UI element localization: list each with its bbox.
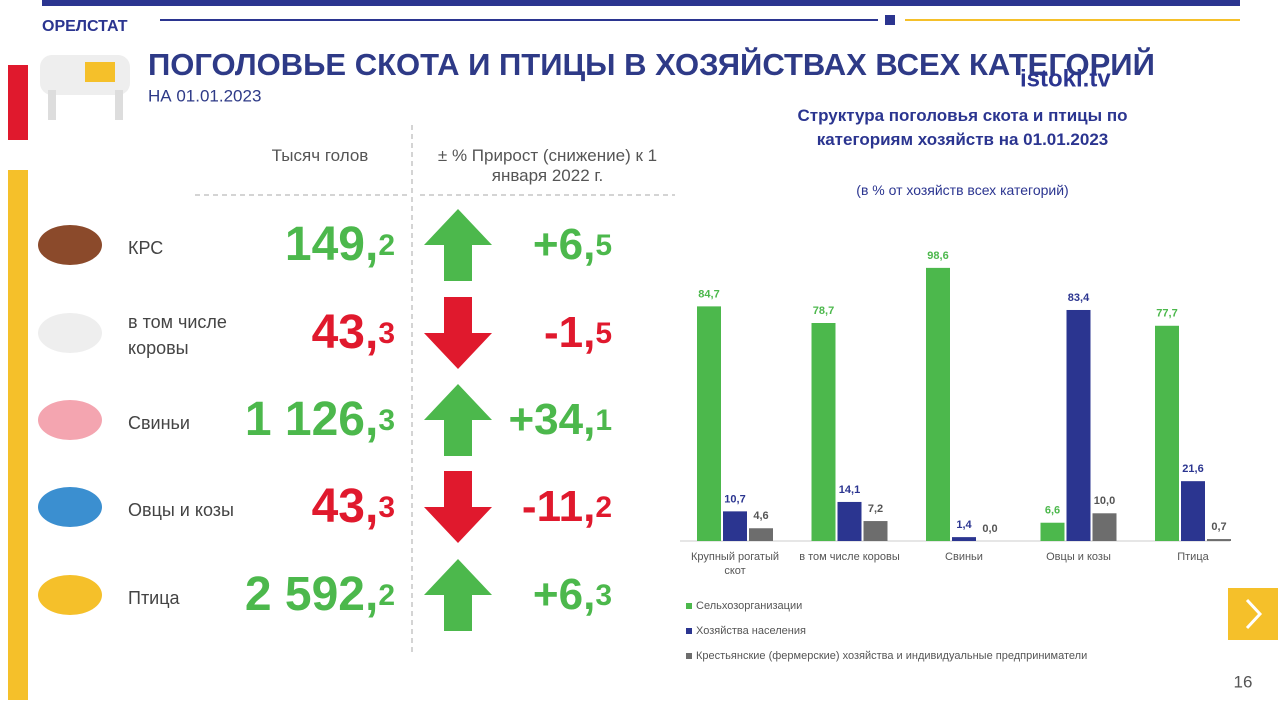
x-tick-label: в том числе коровы bbox=[799, 551, 900, 563]
column-header: Тысяч голов bbox=[271, 146, 369, 165]
row-change: +6,5 bbox=[533, 220, 612, 269]
data-label: 83,4 bbox=[1068, 292, 1090, 304]
bar bbox=[952, 537, 976, 541]
trend-arrow bbox=[424, 209, 492, 281]
bar bbox=[1155, 325, 1179, 541]
trend-arrow bbox=[424, 559, 492, 631]
bar bbox=[723, 511, 747, 541]
bar bbox=[697, 306, 721, 541]
bar bbox=[1181, 481, 1205, 541]
data-label: 6,6 bbox=[1045, 505, 1060, 517]
row-value: 1 126,3 bbox=[245, 393, 395, 446]
row-label: КРС bbox=[128, 238, 164, 258]
legend-label: Крестьянские (фермерские) хозяйства и ин… bbox=[696, 650, 1087, 662]
data-label: 77,7 bbox=[1156, 308, 1177, 320]
icon-body bbox=[38, 225, 102, 265]
data-label: 10,7 bbox=[724, 493, 745, 505]
bar bbox=[863, 521, 888, 541]
animal-icon bbox=[38, 313, 102, 353]
x-tick-label: Птица bbox=[1177, 551, 1209, 563]
bar bbox=[749, 528, 773, 541]
column-header: ± % Прирост (снижение) к 1 января 2022 г… bbox=[437, 146, 658, 185]
animal-icon bbox=[38, 575, 102, 615]
subtitle: НА 01.01.2023 bbox=[148, 86, 261, 105]
row-change: +34,1 bbox=[508, 395, 612, 444]
next-button[interactable] bbox=[1228, 588, 1278, 640]
row-change: -11,2 bbox=[522, 482, 612, 531]
row-change: +6,3 bbox=[533, 570, 612, 619]
legend-label: Сельхозорганизации bbox=[696, 600, 802, 612]
bar bbox=[1040, 522, 1065, 541]
rule-square bbox=[885, 15, 895, 25]
animal-icon bbox=[38, 487, 102, 527]
chart-subtitle: (в % от хозяйств всех категорий) bbox=[856, 182, 1069, 198]
data-label: 10,0 bbox=[1094, 495, 1115, 507]
data-label: 21,6 bbox=[1182, 463, 1203, 475]
row-value: 43,3 bbox=[312, 480, 395, 533]
bar bbox=[837, 501, 862, 541]
row-label: Овцы и козы bbox=[128, 500, 234, 520]
data-label: 0,7 bbox=[1211, 521, 1226, 533]
title: ПОГОЛОВЬЕ СКОТА И ПТИЦЫ В ХОЗЯЙСТВАХ ВСЕ… bbox=[148, 46, 1155, 82]
data-label: 98,6 bbox=[927, 250, 948, 262]
top-bar bbox=[42, 0, 1240, 6]
icon-body bbox=[38, 487, 102, 527]
page-number: 16 bbox=[1234, 672, 1253, 691]
data-label: 0,0 bbox=[982, 523, 997, 535]
next-chevron bbox=[1245, 598, 1263, 630]
legend-swatch bbox=[686, 628, 692, 634]
legend-label: Хозяйства населения bbox=[696, 625, 806, 637]
icon-body bbox=[38, 400, 102, 440]
animal-icon bbox=[38, 225, 102, 265]
x-tick-label: Овцы и козы bbox=[1046, 551, 1111, 563]
row-change: -1,5 bbox=[544, 308, 612, 357]
bar bbox=[811, 323, 836, 541]
row-value: 2 592,2 bbox=[245, 568, 395, 621]
bar bbox=[1066, 309, 1091, 541]
trend-arrow bbox=[424, 384, 492, 456]
row-value: 149,2 bbox=[285, 218, 395, 271]
watermark: istoki.tv bbox=[1020, 65, 1111, 92]
trend-arrow bbox=[424, 471, 492, 543]
legend-swatch bbox=[686, 603, 692, 609]
bar bbox=[926, 267, 950, 541]
bar bbox=[1207, 539, 1231, 541]
chart-title: Структура поголовья скота и птицы по кат… bbox=[797, 106, 1128, 149]
animal-icon bbox=[38, 400, 102, 440]
bar bbox=[1092, 513, 1117, 541]
data-label: 4,6 bbox=[753, 510, 768, 522]
x-tick-label: Крупный рогатый скот bbox=[690, 551, 779, 577]
data-label: 84,7 bbox=[698, 288, 719, 300]
data-label: 78,7 bbox=[813, 305, 834, 317]
side-bar bbox=[8, 65, 28, 140]
row-label: в том числе коровы bbox=[128, 312, 227, 358]
icon-body bbox=[38, 575, 102, 615]
legend-swatch bbox=[686, 653, 692, 659]
data-label: 1,4 bbox=[956, 519, 972, 531]
data-label: 7,2 bbox=[868, 503, 883, 515]
icon-body bbox=[38, 313, 102, 353]
org: ОРЕЛСТАТ bbox=[42, 18, 128, 35]
row-label: Птица bbox=[128, 588, 180, 608]
side-bar bbox=[8, 170, 28, 700]
x-tick-label: Свиньи bbox=[945, 551, 983, 563]
data-label: 14,1 bbox=[839, 484, 860, 496]
cow-icon bbox=[40, 55, 130, 120]
row-label: Свиньи bbox=[128, 413, 190, 433]
trend-arrow bbox=[424, 297, 492, 369]
row-value: 43,3 bbox=[312, 306, 395, 359]
